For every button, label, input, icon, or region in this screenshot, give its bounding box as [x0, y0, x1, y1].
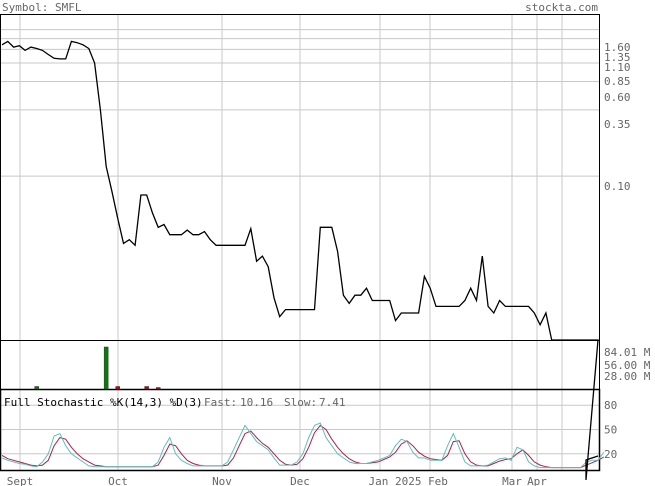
volume-y-axis: 84.01 M56.00 M28.00 M	[604, 346, 651, 383]
x-tick-label: Feb	[428, 475, 448, 486]
slow-value: 7.41	[319, 396, 346, 409]
price-tick-label: 0.35	[604, 118, 631, 131]
price-tick-label: 1.35	[604, 51, 631, 64]
volume-bar	[103, 346, 109, 390]
fast-label: Fast:	[204, 396, 237, 409]
price-tick-label: 0.10	[604, 180, 631, 193]
fast-line	[1, 422, 605, 469]
x-tick-label: Oct	[108, 475, 128, 486]
x-tick-label: Jan 2025	[369, 475, 422, 486]
volume-tick-label: 84.01 M	[604, 346, 651, 359]
volume-bar	[155, 387, 161, 390]
x-tick-label: Apr	[527, 475, 547, 486]
stochastic-tick-label: 80	[604, 399, 617, 412]
price-tick-label: 1.60	[604, 41, 631, 54]
slow-line	[1, 424, 605, 469]
slow-label: Slow:	[284, 396, 317, 409]
x-tick-label: Sept	[7, 475, 34, 486]
volume-tick-label: 56.00 M	[604, 359, 651, 372]
price-tick-label: 0.60	[604, 91, 631, 104]
price-tick-label: 1.10	[604, 61, 631, 74]
symbol-label: Symbol: SMFL	[2, 1, 82, 14]
x-tick-label: Nov	[212, 475, 232, 486]
price-y-axis: 1.601.351.100.85 0.60 0.35 0.10	[604, 41, 631, 193]
volume-bar	[115, 386, 120, 390]
volume-bar	[144, 386, 149, 390]
price-line	[1, 40, 599, 481]
site-label: stockta.com	[525, 1, 598, 14]
volume-bars	[34, 346, 161, 390]
stochastic-tick-label: 20	[604, 448, 617, 461]
stochastic-panel-frame	[0, 388, 601, 472]
price-tick-label: 0.85	[604, 75, 631, 88]
stochastic-tick-label: 50	[604, 424, 617, 437]
x-tick-label: Mar	[502, 475, 522, 486]
volume-bar	[34, 386, 39, 390]
x-tick-label: Dec	[290, 475, 310, 486]
stochastic-y-axis: 80 50 20	[604, 399, 617, 461]
chart-grid	[0, 14, 600, 470]
volume-tick-label: 28.00 M	[604, 370, 651, 383]
stochastic-title: Full Stochastic %K(14,3) %D(3)	[4, 396, 203, 409]
x-axis: Sept Oct Nov Dec Jan 2025 Feb Mar Apr	[7, 475, 548, 486]
fast-value: 10.16	[240, 396, 273, 409]
